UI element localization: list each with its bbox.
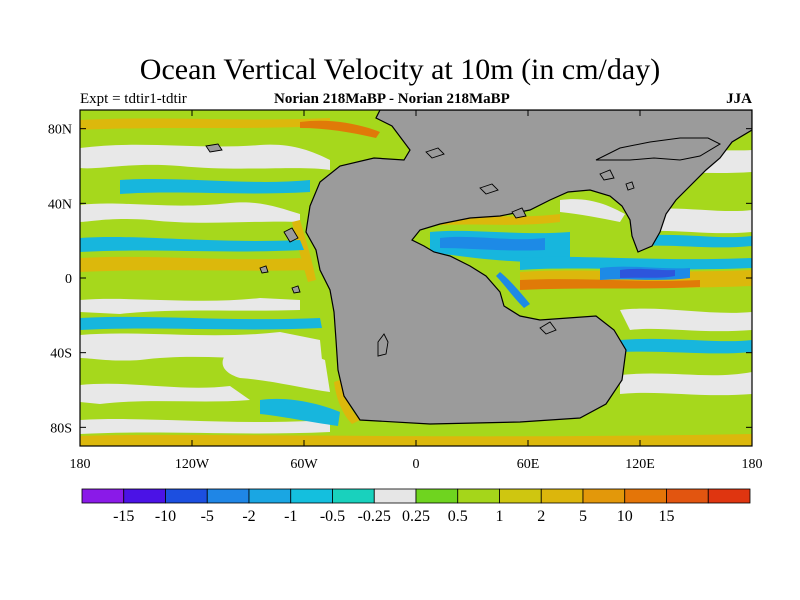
x-axis: 180 120W 60W 0 60E 120E 180 <box>70 110 763 472</box>
y-tick-label: 80S <box>50 421 72 436</box>
colorbar-swatch <box>248 488 292 504</box>
colorbar-swatch <box>540 488 584 504</box>
x-tick-label: 0 <box>413 457 420 472</box>
land-mass <box>305 110 752 425</box>
colorbar-label: 10 <box>617 508 633 525</box>
experiment-label: Expt = tdtir1-tdtir <box>80 91 187 107</box>
colorbar-swatch <box>415 488 459 504</box>
x-tick-label: 120W <box>175 457 210 472</box>
islands <box>205 143 635 357</box>
y-tick-label: 40S <box>50 347 72 362</box>
colorbar-swatch <box>123 488 166 504</box>
colorbar: -15 -10 -5 -2 -1 -0.5 -0.25 0.25 0.5 1 2 5 10 15 <box>81 488 751 525</box>
season-label: JJA <box>726 91 752 107</box>
colorbar-label: 1 <box>496 508 504 525</box>
colorbar-label: -15 <box>113 508 134 525</box>
x-tick-label: 60E <box>517 457 540 472</box>
colorbar-swatch <box>290 488 333 504</box>
colorbar-swatch <box>457 488 500 504</box>
colorbar-swatch <box>206 488 250 504</box>
colorbar-label: -0.25 <box>358 508 391 525</box>
x-tick-label: 120E <box>625 457 655 472</box>
upwelling-bands <box>80 118 752 446</box>
colorbar-swatch <box>582 488 626 504</box>
map-plot-area <box>80 110 752 446</box>
y-tick-label: 80N <box>48 123 72 138</box>
colorbar-label: 15 <box>659 508 675 525</box>
x-tick-label: 180 <box>742 457 763 472</box>
colorbar-label: 0.5 <box>448 508 468 525</box>
colorbar-swatch <box>373 488 417 504</box>
colorbar-label: -0.5 <box>320 508 345 525</box>
strong-upwelling-bands <box>300 120 700 290</box>
map-title: Ocean Vertical Velocity at 10m (in cm/da… <box>139 53 661 86</box>
colorbar-label: 5 <box>579 508 587 525</box>
y-tick-label: 40N <box>48 197 72 212</box>
colorbar-label: 2 <box>537 508 545 525</box>
colorbar-label: 0.25 <box>402 508 430 525</box>
colorbar-swatch <box>332 488 375 504</box>
peak-downwelling-patch <box>620 268 675 278</box>
colorbar-label: -5 <box>201 508 214 525</box>
northern-landmass <box>595 137 722 161</box>
y-axis: 80N 40N 0 40S 80S <box>48 123 752 436</box>
colorbar-label: -1 <box>284 508 297 525</box>
x-tick-label: 60W <box>290 457 318 472</box>
period-label: Norian 218MaBP - Norian 218MaBP <box>274 91 510 107</box>
colorbar-swatch <box>666 488 709 504</box>
colorbar-label: -2 <box>242 508 255 525</box>
y-tick-label: 0 <box>65 272 72 287</box>
x-tick-label: 180 <box>70 457 91 472</box>
colorbar-swatch <box>165 488 208 504</box>
colorbar-label: -10 <box>155 508 176 525</box>
colorbar-swatch <box>499 488 542 504</box>
colorbar-swatch <box>707 488 751 504</box>
colorbar-swatch <box>624 488 667 504</box>
colorbar-swatch <box>81 488 125 504</box>
